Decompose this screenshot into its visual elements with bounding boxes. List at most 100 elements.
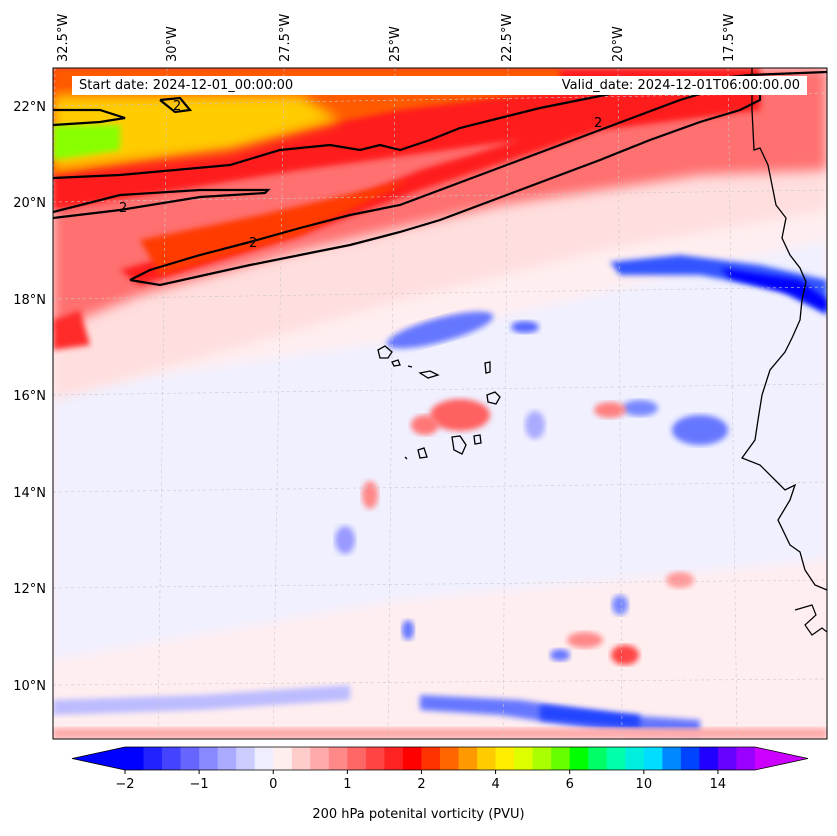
pv-blob-blue-9 (612, 595, 628, 615)
colorbar-segment (273, 747, 293, 770)
lon-label-4: 22.5°W (500, 14, 515, 62)
colorbar-segment (662, 747, 682, 770)
cape-verde-islands (377, 345, 501, 460)
colorbar-segment (143, 747, 163, 770)
colorbar-tick-label: 14 (710, 777, 727, 792)
pv-filament-core (140, 180, 410, 275)
graticule (53, 68, 827, 739)
pv-blob-red-5 (611, 645, 639, 665)
colorbar-over-arrow (755, 747, 808, 770)
colorbar-segment (606, 747, 626, 770)
pv-jet-green (53, 125, 120, 160)
valid-date-text: Valid_date: 2024-12-01T06:00:00.00 (561, 78, 800, 93)
colorbar-segment (199, 747, 219, 770)
pv-blob-red-1 (430, 399, 490, 431)
pv-south-pale-band (53, 685, 350, 715)
pv-west-red (53, 310, 90, 350)
colorbar-segment (495, 747, 515, 770)
colorbar-title: 200 hPa potenital vorticity (PVU) (312, 807, 525, 822)
africa-coastline (740, 68, 827, 591)
start-date-text: Start date: 2024-12-01_00:00:00 (79, 78, 294, 93)
contour-label-2: 2 (119, 201, 127, 216)
lat-label-4: 14°N (13, 486, 46, 501)
colorbar-segment (421, 747, 441, 770)
colorbar-segment (402, 747, 422, 770)
colorbar: −2 −1 0 1 2 4 6 10 14 (71, 746, 809, 792)
colorbar-tick-label: −1 (190, 777, 209, 792)
pv-low-band (53, 240, 827, 660)
pv-blob-blue-6 (525, 411, 545, 439)
pv-blob-red-2 (411, 415, 439, 435)
colorbar-segment (125, 747, 145, 770)
pv-blob-blue-2 (511, 321, 539, 333)
date-info-box: Start date: 2024-12-01_00:00:00 Valid_da… (72, 76, 807, 95)
colorbar-segment (532, 747, 552, 770)
contour-label-4: 2 (594, 116, 602, 131)
colorbar-segment (254, 747, 274, 770)
colorbar-tick-label: 4 (491, 777, 499, 792)
lon-label-3: 25°W (388, 26, 403, 62)
contour-label-1: 2 (173, 99, 181, 114)
colorbar-segment (291, 747, 311, 770)
pv-blob-blue-8 (402, 620, 414, 640)
pv-blob-red-3 (594, 402, 626, 418)
colorbar-segment (588, 747, 608, 770)
colorbar-segment (384, 747, 404, 770)
pv-blob-red-7 (666, 572, 694, 588)
colorbar-tick-label: 1 (343, 777, 351, 792)
lon-label-2: 27.5°W (278, 14, 293, 62)
colorbar-segment (717, 747, 737, 770)
colorbar-segment (477, 747, 497, 770)
pv-south-edge (53, 728, 827, 739)
colorbar-segment (458, 747, 478, 770)
lon-label-6: 17.5°W (722, 14, 737, 62)
longitude-labels: 32.5°W 30°W 27.5°W 25°W 22.5°W 20°W 17.5… (56, 14, 737, 62)
colorbar-segment (736, 747, 756, 770)
colorbar-segment (365, 747, 385, 770)
lat-label-2: 18°N (13, 293, 46, 308)
colorbar-segment (699, 747, 719, 770)
pv-2-contours (53, 70, 827, 287)
pv-field: 2 2 2 2 (53, 68, 827, 739)
pv-blob-blue-7 (550, 649, 570, 661)
lat-label-0: 22°N (13, 100, 46, 115)
colorbar-segment (310, 747, 330, 770)
colorbar-segment (569, 747, 589, 770)
lat-label-5: 12°N (13, 582, 46, 597)
contour-label-3: 2 (249, 236, 257, 251)
guinea-coast-islands (794, 604, 827, 636)
colorbar-segment (643, 747, 663, 770)
lat-label-1: 20°N (13, 196, 46, 211)
pv-blob-red-6 (567, 632, 603, 648)
pv-blob-red-4 (362, 481, 378, 509)
colorbar-segment (440, 747, 460, 770)
latitude-labels: 22°N 20°N 18°N 16°N 14°N 12°N 10°N (13, 100, 46, 694)
pv-blob-blue-4 (622, 400, 658, 416)
colorbar-segment (680, 747, 700, 770)
pv-blob-blue-1 (386, 311, 494, 349)
lat-label-3: 16°N (13, 389, 46, 404)
lon-label-1: 30°W (165, 26, 180, 62)
colorbar-segment (236, 747, 256, 770)
colorbar-tick-label: 10 (636, 777, 653, 792)
colorbar-tick-label: 6 (566, 777, 574, 792)
lon-label-0: 32.5°W (56, 14, 71, 62)
pv-blob-blue-5 (335, 526, 355, 554)
colorbar-tick-label: 2 (417, 777, 425, 792)
pv-blue-streamer (610, 255, 827, 315)
colorbar-segment (551, 747, 571, 770)
colorbar-under-arrow (72, 747, 125, 770)
pv-blob-blue-3 (672, 415, 728, 445)
colorbar-segment (217, 747, 237, 770)
colorbar-segment (514, 747, 534, 770)
pv-jet-yellow (53, 95, 340, 170)
pv-blue-core (720, 268, 827, 312)
colorbar-tick-label: 0 (269, 777, 277, 792)
map-frame (52, 67, 828, 740)
lon-label-5: 20°W (611, 26, 626, 62)
colorbar-segment (162, 747, 182, 770)
pv-south-blue-core (540, 705, 640, 728)
lat-label-6: 10°N (13, 679, 46, 694)
colorbar-segment (347, 747, 367, 770)
